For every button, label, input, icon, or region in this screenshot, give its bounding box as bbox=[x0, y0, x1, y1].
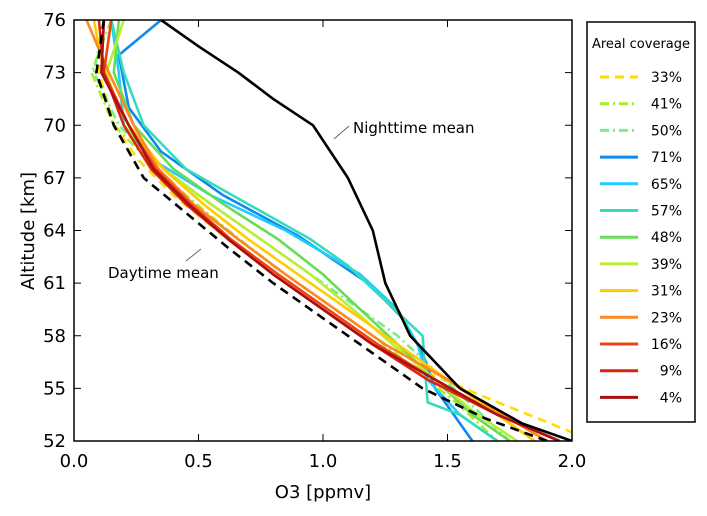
tick-marks bbox=[73, 19, 573, 442]
legend-title: Areal coverage bbox=[592, 37, 690, 52]
y-tick-label: 76 bbox=[43, 10, 66, 31]
y-tick-label: 64 bbox=[43, 221, 66, 242]
legend-label: 71% bbox=[651, 150, 682, 166]
legend: Areal coverage 33%41%50%71%65%57%48%39%3… bbox=[586, 21, 696, 423]
x-tick-label: 1.0 bbox=[309, 451, 338, 472]
series-line-57pct bbox=[110, 20, 499, 441]
series-line-33pct bbox=[97, 20, 572, 434]
annotation-nighttime-arrow bbox=[333, 125, 350, 140]
annotation-daytime-arrow bbox=[185, 248, 202, 262]
y-tick-label: 67 bbox=[43, 168, 66, 189]
x-tick-label: 0.5 bbox=[184, 451, 213, 472]
y-tick-label: 73 bbox=[43, 63, 66, 84]
legend-label: 48% bbox=[651, 230, 682, 246]
series-line-31pct bbox=[92, 20, 536, 441]
legend-label: 9% bbox=[660, 364, 682, 380]
legend-items: 33% 41% 50% 71% 65% 57% 48% 39% 31% 23% 16% 9% 4% bbox=[600, 70, 682, 406]
y-tick-label: 58 bbox=[43, 326, 66, 347]
series-line-50pct bbox=[92, 20, 511, 441]
series-line-23pct bbox=[85, 20, 548, 441]
y-tick-label: 61 bbox=[43, 273, 66, 294]
legend-label: 41% bbox=[651, 97, 682, 113]
series-lines bbox=[85, 20, 572, 441]
legend-box bbox=[586, 21, 696, 423]
series-line-16pct bbox=[102, 20, 561, 441]
annotation-daytime-mean: Daytime mean bbox=[108, 264, 219, 282]
legend-label: 31% bbox=[651, 284, 682, 300]
x-axis-title: O3 [ppmv] bbox=[275, 482, 371, 503]
series-line-65pct bbox=[110, 20, 499, 441]
legend-label: 39% bbox=[651, 257, 682, 273]
plot-area-frame bbox=[73, 19, 573, 442]
x-tick-label: 0.0 bbox=[60, 451, 89, 472]
legend-label: 50% bbox=[651, 123, 682, 139]
y-tick-label: 70 bbox=[43, 115, 66, 136]
legend-label: 23% bbox=[651, 310, 682, 326]
y-tick-label: 52 bbox=[43, 431, 66, 452]
legend-label: 33% bbox=[651, 70, 682, 86]
series-line-4pct bbox=[100, 20, 561, 441]
series-line-mean-14 bbox=[160, 20, 572, 441]
y-axis-title: Altitude [km] bbox=[18, 172, 39, 290]
x-tick-label: 1.5 bbox=[433, 451, 462, 472]
x-tick-labels: 0.0 0.5 1.0 1.5 2.0 bbox=[60, 451, 587, 472]
series-line-39pct bbox=[105, 20, 518, 441]
legend-label: 57% bbox=[651, 204, 682, 220]
annotation-nighttime-mean: Nighttime mean bbox=[353, 119, 475, 137]
legend-label: 65% bbox=[651, 177, 682, 193]
y-tick-label: 55 bbox=[43, 378, 66, 399]
x-tick-label: 2.0 bbox=[558, 451, 587, 472]
series-line-mean-13 bbox=[95, 20, 548, 441]
legend-label: 16% bbox=[651, 337, 682, 353]
legend-label: 4% bbox=[660, 390, 682, 406]
annotations: Nighttime mean Daytime mean bbox=[108, 119, 475, 282]
series-line-9pct bbox=[97, 20, 561, 441]
y-tick-labels: 52 55 58 61 64 67 70 73 76 bbox=[43, 10, 66, 452]
